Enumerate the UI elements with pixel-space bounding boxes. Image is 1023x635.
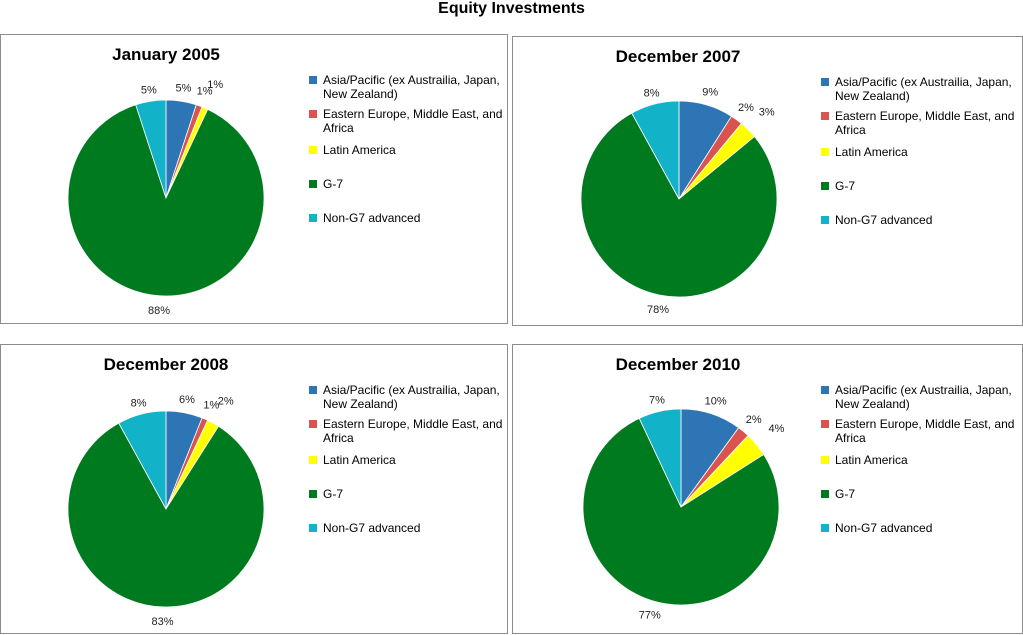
pie-chart: 9% 2% 3% 78% 8% xyxy=(580,86,778,316)
legend-label: Asia/Pacific (ex Austrailia, Japan, New … xyxy=(835,383,1012,411)
chart-panel-december-2008: December 2008 6% 1% 2% 83% 8% Asia/Pacific (… xyxy=(0,344,508,634)
legend-swatch xyxy=(821,420,829,428)
legend-swatch xyxy=(821,456,829,464)
legend-swatch xyxy=(309,524,317,532)
legend-swatch xyxy=(821,148,829,156)
chart-title: December 2007 xyxy=(615,47,741,66)
legend-label: Eastern Europe, Middle East, and Africa xyxy=(835,109,1015,137)
legend-swatch xyxy=(309,110,317,118)
legend-swatch xyxy=(309,456,317,464)
legend-swatch xyxy=(309,146,317,154)
legend-label: Latin America xyxy=(323,143,396,157)
data-label-eastern-europe: 1% xyxy=(197,86,213,98)
slice-g7 xyxy=(67,422,265,608)
chart-panel-december-2007: December 2007 9% 2% 3% 78% 8% Asia/Pacific (… xyxy=(512,36,1023,326)
data-label-asia-pacific: 6% xyxy=(179,394,195,406)
legend-swatch xyxy=(821,524,829,532)
pie-chart: 10% 2% 4% 77% 7% xyxy=(582,395,785,622)
data-label-non-g7: 5% xyxy=(141,84,157,96)
legend-swatch xyxy=(821,78,829,86)
slice-non-g7 xyxy=(631,100,680,200)
page-title: Equity Investments xyxy=(438,0,585,17)
legend-label: Asia/Pacific (ex Austrailia, Japan, New … xyxy=(323,383,500,411)
data-label-eastern-europe: 2% xyxy=(738,102,754,114)
chart-panel-january-2005: January 2005 5% 1% 1% 88% 5% Asia/Pacific (e… xyxy=(0,34,508,324)
chart-panel-december-2010: December 2010 10% 2% 4% 77% 7% Asia/Pacific … xyxy=(512,344,1023,634)
legend-label: Eastern Europe, Middle East, and Africa xyxy=(323,417,503,445)
chart-title: December 2008 xyxy=(103,355,229,374)
legend-swatch xyxy=(821,386,829,394)
data-label-g7: 83% xyxy=(151,616,173,628)
legend-swatch xyxy=(309,76,317,84)
slice-g7 xyxy=(582,417,780,606)
legend-swatch xyxy=(821,490,829,498)
legend-label: Eastern Europe, Middle East, and Africa xyxy=(835,417,1015,445)
data-label-asia-pacific: 10% xyxy=(705,396,727,408)
legend-label: Eastern Europe, Middle East, and Africa xyxy=(323,107,503,135)
legend-label: Asia/Pacific (ex Austrailia, Japan, New … xyxy=(323,73,500,101)
data-label-asia-pacific: 5% xyxy=(176,82,192,94)
data-label-non-g7: 8% xyxy=(644,88,660,100)
slice-non-g7 xyxy=(638,408,682,508)
data-label-latin-america: 1% xyxy=(207,79,223,91)
legend-label: G-7 xyxy=(835,179,856,193)
legend-label: Asia/Pacific (ex Austrailia, Japan, New … xyxy=(835,75,1012,103)
data-label-asia-pacific: 9% xyxy=(702,86,718,98)
legend-label: Latin America xyxy=(323,453,396,467)
data-label-latin-america: 2% xyxy=(218,395,234,407)
slice-non-g7 xyxy=(135,99,167,199)
legend-label: Non-G7 advanced xyxy=(323,211,421,225)
data-label-g7: 88% xyxy=(148,305,170,317)
legend-label: Non-G7 advanced xyxy=(835,521,933,535)
data-label-eastern-europe: 2% xyxy=(746,414,762,426)
data-label-latin-america: 3% xyxy=(759,106,775,118)
legend-label: G-7 xyxy=(323,487,344,501)
legend-label: Non-G7 advanced xyxy=(835,213,933,227)
chart-title: December 2010 xyxy=(615,355,741,374)
slice-non-g7 xyxy=(118,410,167,510)
legend-swatch xyxy=(309,180,317,188)
data-label-eastern-europe: 1% xyxy=(203,399,219,411)
slice-g7 xyxy=(580,112,778,298)
pie-chart: 6% 1%2% 83% 8% xyxy=(67,394,265,628)
legend-label: G-7 xyxy=(835,487,856,501)
legend-swatch xyxy=(309,386,317,394)
legend-swatch xyxy=(821,182,829,190)
legend-label: G-7 xyxy=(323,177,344,191)
legend-swatch xyxy=(309,420,317,428)
data-label-non-g7: 8% xyxy=(131,398,147,410)
legend-swatch xyxy=(821,112,829,120)
legend-swatch xyxy=(309,490,317,498)
data-label-non-g7: 7% xyxy=(649,395,665,407)
slice-g7 xyxy=(67,104,265,297)
data-label-g7: 78% xyxy=(647,304,669,316)
legend-label: Non-G7 advanced xyxy=(323,521,421,535)
legend-label: Latin America xyxy=(835,453,908,467)
legend-swatch xyxy=(309,214,317,222)
legend-swatch xyxy=(821,216,829,224)
pie-chart: 5% 1%1% 88% 5% xyxy=(67,79,265,317)
legend-label: Latin America xyxy=(835,145,908,159)
data-label-g7: 77% xyxy=(639,610,661,622)
data-label-latin-america: 4% xyxy=(769,423,785,435)
chart-title: January 2005 xyxy=(112,45,220,64)
